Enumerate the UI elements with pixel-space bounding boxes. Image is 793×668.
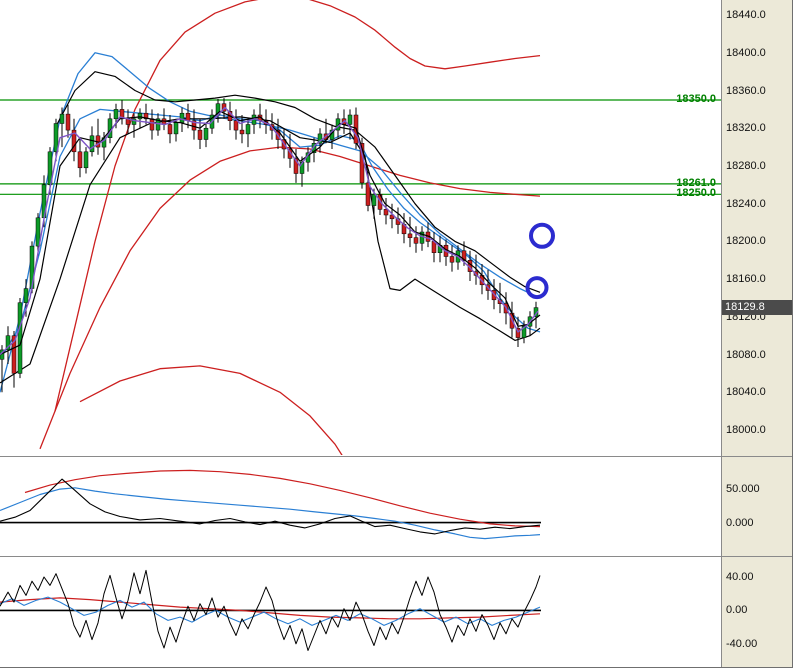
candle-down bbox=[197, 129, 203, 140]
series-osc2-blue bbox=[0, 596, 541, 626]
candle-up bbox=[245, 124, 251, 135]
hline-label-18350[interactable]: 18350.0 bbox=[676, 93, 716, 105]
candle-down bbox=[407, 233, 413, 238]
chart-area[interactable]: 18250.0 18350.0 18261.0 bbox=[0, 0, 721, 668]
candle-down bbox=[233, 120, 239, 131]
overlay-blue-slow-ma bbox=[0, 52, 541, 393]
candle-down bbox=[287, 148, 293, 159]
candle-up bbox=[179, 112, 185, 123]
candle-down bbox=[515, 327, 521, 338]
price-chart-svg[interactable] bbox=[0, 0, 721, 668]
candle-up bbox=[203, 127, 209, 140]
candle-up bbox=[5, 335, 11, 351]
overlay-red-mid-band bbox=[39, 146, 541, 450]
current-price-tag: 18129.8 bbox=[722, 300, 792, 315]
circle-annotation-1[interactable] bbox=[529, 222, 555, 249]
series-osc2-red bbox=[0, 597, 541, 620]
axis-tick-50.000: 50.000 bbox=[726, 483, 760, 495]
overlay-violet-fast-ma bbox=[0, 106, 539, 356]
candle-down bbox=[221, 103, 227, 112]
circle-annotation-2[interactable] bbox=[525, 276, 549, 300]
candle-down bbox=[11, 335, 17, 374]
axis-tick-18240.0: 18240.0 bbox=[726, 198, 766, 210]
candle-up bbox=[113, 109, 119, 120]
candles bbox=[0, 98, 539, 393]
candle-up bbox=[311, 143, 317, 153]
candle-up bbox=[53, 123, 59, 153]
candle-down bbox=[167, 124, 173, 135]
candle-down bbox=[389, 214, 395, 220]
axis-tick-18360.0: 18360.0 bbox=[726, 85, 766, 97]
candle-up bbox=[23, 288, 29, 303]
pane-separator-2[interactable] bbox=[0, 556, 792, 557]
candle-up bbox=[371, 194, 377, 206]
axis-tick-18440.0: 18440.0 bbox=[726, 9, 766, 21]
candle-down bbox=[365, 182, 371, 206]
candle-down bbox=[413, 237, 419, 244]
candle-down bbox=[143, 112, 149, 120]
axis-tick-18200.0: 18200.0 bbox=[726, 235, 766, 247]
candle-up bbox=[35, 217, 41, 247]
candle-up bbox=[89, 135, 95, 153]
overlay-black-fast-ma bbox=[0, 110, 541, 356]
candle-down bbox=[185, 112, 191, 121]
axis-tick-18400.0: 18400.0 bbox=[726, 47, 766, 59]
candle-up bbox=[59, 113, 65, 124]
candle-up bbox=[17, 302, 23, 374]
candle-down bbox=[65, 113, 71, 131]
overlay-red-lower-band bbox=[79, 365, 343, 455]
candle-up bbox=[83, 151, 89, 169]
axis-tick-18160.0: 18160.0 bbox=[726, 273, 766, 285]
hline-label-obscured[interactable]: 18250.0 bbox=[676, 187, 716, 199]
candle-up bbox=[347, 114, 353, 125]
series-osc2-black bbox=[0, 569, 541, 651]
candle-up bbox=[317, 133, 323, 144]
candle-down bbox=[77, 151, 83, 169]
candle-down bbox=[383, 209, 389, 216]
candle-down bbox=[239, 129, 245, 135]
axis-tick-0.00: 0.00 bbox=[726, 604, 748, 616]
hline-label-18261[interactable]: 18261.0 bbox=[676, 177, 716, 189]
axis-tick-18080.0: 18080.0 bbox=[726, 349, 766, 361]
candle-up bbox=[521, 326, 527, 338]
candle-up bbox=[0, 349, 5, 360]
overlay-blue-fast-ma bbox=[0, 108, 541, 360]
price-axis-strip[interactable]: 18129.8 18440.0 18400.0 18360.0 18320.0 1828… bbox=[721, 0, 792, 667]
axis-tick-18040.0: 18040.0 bbox=[726, 386, 766, 398]
candle-up bbox=[173, 122, 179, 135]
series-osc-black bbox=[0, 478, 541, 535]
overlay-red-upper-band bbox=[54, 0, 541, 412]
candle-down bbox=[71, 129, 77, 153]
overlay-black-slow-ma bbox=[54, 71, 541, 293]
series-osc-blue bbox=[0, 487, 541, 540]
axis-tick-18000.0: 18000.0 bbox=[726, 424, 766, 436]
pane-price bbox=[0, 0, 721, 455]
candle-up bbox=[131, 118, 137, 125]
pane-separator-1[interactable] bbox=[0, 456, 792, 457]
axis-tick-40.00: 40.00 bbox=[726, 571, 754, 583]
candle-up bbox=[137, 112, 143, 120]
axis-tick--40.00: -40.00 bbox=[726, 638, 758, 650]
overlay-black-mid-ma bbox=[0, 116, 541, 384]
series-osc-red bbox=[24, 469, 541, 528]
pane-indicator1 bbox=[0, 469, 541, 540]
axis-tick-18280.0: 18280.0 bbox=[726, 160, 766, 172]
candle-down bbox=[449, 256, 455, 263]
axis-tick-0.000: 0.000 bbox=[726, 517, 754, 529]
pane-indicator2 bbox=[0, 569, 541, 651]
candle-down bbox=[149, 118, 155, 131]
candle-down bbox=[293, 158, 299, 174]
axis-tick-18320.0: 18320.0 bbox=[726, 122, 766, 134]
